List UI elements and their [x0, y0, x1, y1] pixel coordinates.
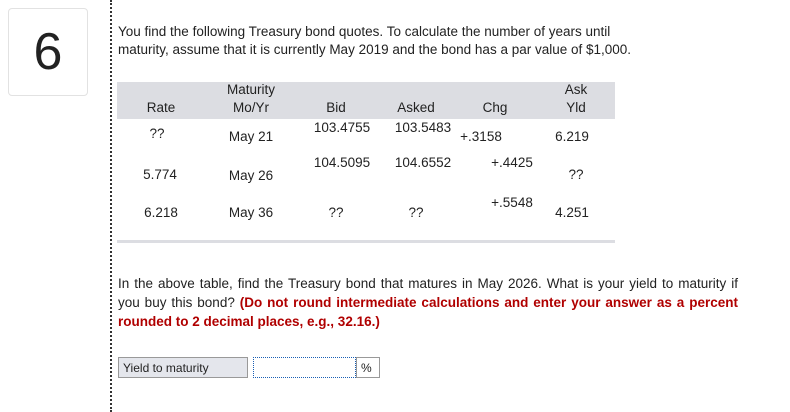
task-text: In the above table, find the Treasury bo… — [118, 274, 738, 331]
intro-line: You find the following Treasury bond quo… — [118, 24, 611, 39]
table-cell: +.5548 — [491, 195, 533, 210]
table-cell: +.3158 — [460, 129, 502, 144]
task-question: In the above table, find the Treasury bo… — [118, 276, 738, 310]
table-header-band — [117, 82, 615, 119]
column-header: Bid — [326, 100, 346, 115]
table-cell: May 36 — [228, 205, 274, 220]
table-cell: 104.6552 — [394, 155, 452, 170]
answer-input[interactable] — [253, 357, 356, 378]
table-cell: 5.774 — [143, 167, 177, 182]
answer-unit: % — [356, 357, 380, 378]
table-cell: ?? — [149, 126, 165, 141]
table-cell: 4.251 — [555, 205, 589, 220]
column-header: Asked — [397, 100, 435, 115]
table-cell: ?? — [568, 167, 584, 182]
column-header: Mo/Yr — [232, 100, 270, 115]
table-cell: 104.5095 — [313, 155, 371, 170]
table-cell: 103.4755 — [313, 120, 371, 135]
divider — [110, 0, 112, 412]
intro-line: maturity, assume that it is currently Ma… — [118, 42, 632, 57]
column-header: Ask — [564, 82, 588, 97]
table-cell: ?? — [328, 205, 344, 220]
column-header: Rate — [146, 100, 176, 115]
table-cell: 103.5483 — [394, 120, 452, 135]
table-cell: May 26 — [228, 168, 274, 183]
table-cell: ?? — [408, 205, 424, 220]
question-number: 6 — [8, 8, 88, 96]
table-bottom-rule — [117, 240, 615, 243]
table-cell: +.4425 — [491, 155, 533, 170]
table-cell: May 21 — [228, 129, 274, 144]
answer-label: Yield to maturity — [118, 357, 248, 378]
task-instruction: (Do not round intermediate calculations … — [118, 295, 738, 329]
table-cell: 6.219 — [555, 129, 589, 144]
column-header: Yld — [566, 100, 586, 115]
table-cell: 6.218 — [144, 205, 178, 220]
column-header: Maturity — [226, 82, 276, 97]
column-header: Chg — [482, 100, 508, 115]
